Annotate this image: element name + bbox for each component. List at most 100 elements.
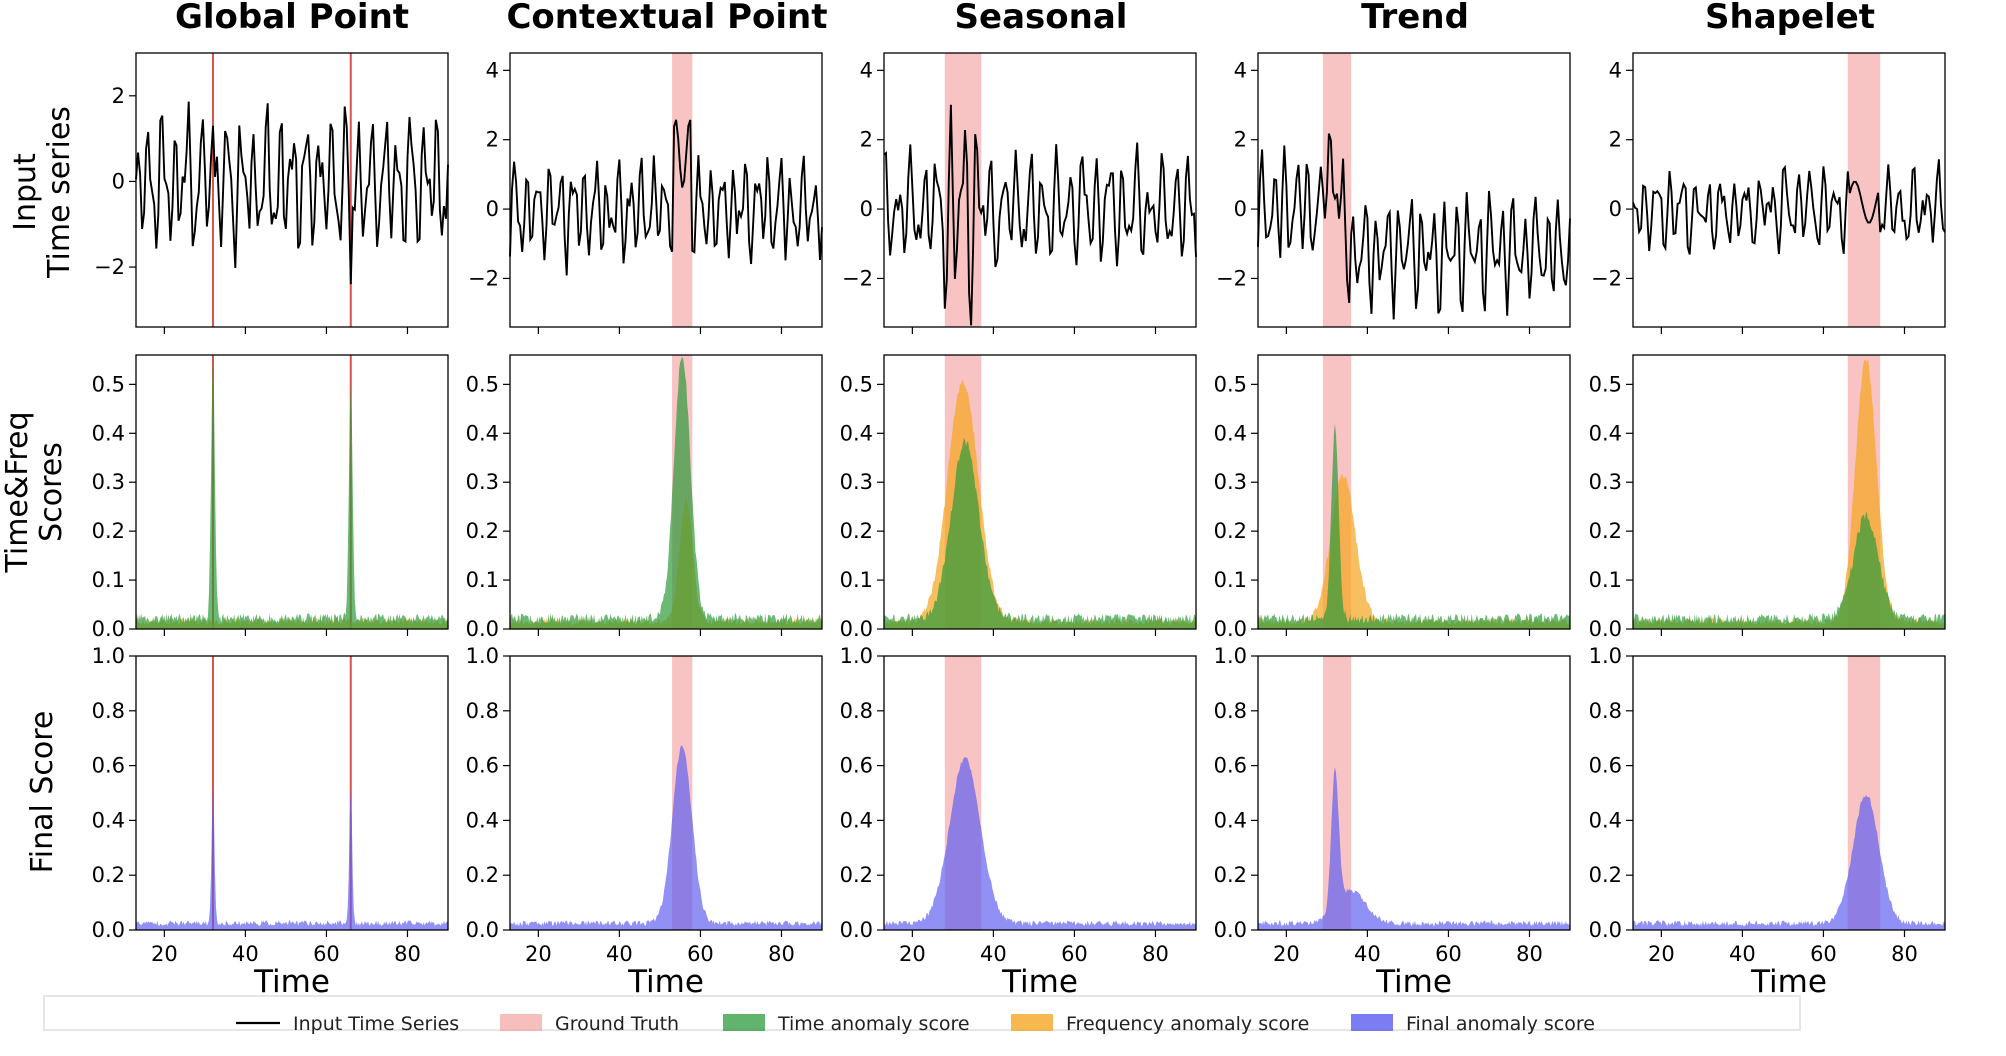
panel-4-final-ytick-label: 0.4 xyxy=(1589,808,1622,832)
panel-0-final-score-area xyxy=(136,785,448,930)
legend-swatch-ground-truth xyxy=(500,1014,542,1031)
panel-3-scores-ytick-label: 0.0 xyxy=(1214,617,1247,641)
panel-2-input-ground-truth-band xyxy=(944,53,982,327)
panel-1-final-ytick-label: 0.0 xyxy=(466,918,499,942)
panel-3-final-ytick-label: 0.6 xyxy=(1214,754,1247,778)
panel-3-input-frame xyxy=(1257,52,1571,328)
legend-label-input: Input Time Series xyxy=(293,1013,459,1035)
panel-0-scores-frame xyxy=(135,354,449,630)
panel-3-input-ytick-label: 0 xyxy=(1234,197,1247,221)
legend-swatch-frequency xyxy=(1011,1014,1053,1031)
panel-4-final-xtick-label: 20 xyxy=(1648,942,1675,966)
panel-1-final-xtick-label: 80 xyxy=(768,942,795,966)
panel-1-input-ground-truth-band xyxy=(672,53,693,327)
panel-2-input-ytick-label: 2 xyxy=(860,128,873,152)
panel-2-input-frame xyxy=(883,52,1197,328)
panel-4-scores-ytick-label: 0.3 xyxy=(1589,470,1622,494)
panel-3-scores-frame xyxy=(1257,354,1571,630)
panel-3-final-ytick-label: 0.0 xyxy=(1214,918,1247,942)
panel-2-input-ytick-label: 0 xyxy=(860,197,873,221)
panel-4-input-ground-truth-band xyxy=(1847,53,1881,327)
panel-2-input-series-line xyxy=(883,104,1197,326)
panel-4-final-ytick-label: 0.2 xyxy=(1589,863,1622,887)
panel-4-input-ytick-label: 0 xyxy=(1609,197,1622,221)
panel-4-input-series-line xyxy=(1632,159,1946,255)
panel-1-input-series-line xyxy=(509,119,823,276)
panel-0-input-ytick-label: −2 xyxy=(94,255,125,279)
panel-4-frequency-score-area xyxy=(1633,358,1945,629)
panel-1-final-xtick-label: 40 xyxy=(606,942,633,966)
panel-2-x-axis-label: Time xyxy=(1001,964,1078,1000)
row-label-input-line2: Time series xyxy=(42,106,77,279)
legend-label-time: Time anomaly score xyxy=(777,1013,970,1035)
panel-grid: −2 0 2 0.0 0.1 0.2 0.3 0.4 0.5 0.0 0.2 0.4 0.6 0.8 1.0… xyxy=(92,52,1946,1000)
panel-3-final-ytick-label: 0.2 xyxy=(1214,863,1247,887)
panel-1-scores-ytick-label: 0.5 xyxy=(466,372,499,396)
row-label-final-score: Final Score xyxy=(25,711,60,874)
panel-4-final-frame xyxy=(1632,655,1946,931)
panel-2-input-ytick-label: −2 xyxy=(842,266,873,290)
panel-4-input-ytick-label: 2 xyxy=(1609,128,1622,152)
panel-2-scores-ytick-label: 0.4 xyxy=(840,421,873,445)
panel-4-final-ytick-label: 0.0 xyxy=(1589,918,1622,942)
panel-0-scores-ytick-label: 0.2 xyxy=(92,519,125,543)
panel-1-final-xtick-label: 60 xyxy=(687,942,714,966)
panel-3-input-ytick-label: −2 xyxy=(1216,266,1247,290)
panel-1-final-ytick-label: 0.4 xyxy=(466,808,499,832)
panel-0-input-ytick-label: 0 xyxy=(112,169,125,193)
panel-3-scores-ytick-label: 0.4 xyxy=(1214,421,1247,445)
panel-0-scores-ytick-label: 0.1 xyxy=(92,568,125,592)
row-label-scores-line2: Scores xyxy=(34,442,69,542)
panel-3-scores-ytick-label: 0.5 xyxy=(1214,372,1247,396)
panel-1-scores-ytick-label: 0.2 xyxy=(466,519,499,543)
panel-0-final-xtick-label: 60 xyxy=(313,942,340,966)
legend-swatch-time xyxy=(723,1014,765,1031)
panel-4-input-frame xyxy=(1632,52,1946,328)
panel-2-scores-ytick-label: 0.5 xyxy=(840,372,873,396)
panel-1-scores-ytick-label: 0.0 xyxy=(466,617,499,641)
legend: Input Time Series Ground Truth Time anom… xyxy=(43,995,1801,1035)
legend-swatch-final xyxy=(1351,1014,1393,1031)
panel-2-frequency-score-area xyxy=(884,379,1196,629)
panel-1-final-ytick-label: 0.8 xyxy=(466,699,499,723)
panel-4-final-xtick-label: 80 xyxy=(1891,942,1918,966)
panel-1-x-axis-label: Time xyxy=(627,964,704,1000)
panel-3-final-xtick-label: 40 xyxy=(1354,942,1381,966)
panel-0-input-frame xyxy=(135,52,449,328)
panel-4-input-ytick-label: −2 xyxy=(1591,266,1622,290)
panel-0-time-score-area xyxy=(136,356,448,629)
panel-2-final-xtick-label: 40 xyxy=(980,942,1007,966)
panel-0-scores-ytick-label: 0.5 xyxy=(92,372,125,396)
panel-1-input-frame xyxy=(509,52,823,328)
panel-3-input-ytick-label: 2 xyxy=(1234,128,1247,152)
panel-0-final-ytick-label: 0.4 xyxy=(92,808,125,832)
panel-4-final-ytick-label: 0.6 xyxy=(1589,754,1622,778)
panel-4-scores-ytick-label: 0.5 xyxy=(1589,372,1622,396)
panel-1-scores-frame xyxy=(509,354,823,630)
panel-3-scores-ytick-label: 0.3 xyxy=(1214,470,1247,494)
panel-1-input-ytick-label: 0 xyxy=(486,197,499,221)
panel-title-trend: Trend xyxy=(1361,0,1469,37)
panel-2-scores-ytick-label: 0.2 xyxy=(840,519,873,543)
panel-2-final-ytick-label: 0.6 xyxy=(840,754,873,778)
panel-4-final-xtick-label: 40 xyxy=(1729,942,1756,966)
panel-4-final-ytick-label: 0.8 xyxy=(1589,699,1622,723)
panel-2-final-ytick-label: 0.8 xyxy=(840,699,873,723)
legend-label-frequency: Frequency anomaly score xyxy=(1066,1013,1309,1035)
panel-3-scores-ytick-label: 0.1 xyxy=(1214,568,1247,592)
panel-3-final-frame xyxy=(1257,655,1571,931)
panel-2-final-ytick-label: 0.0 xyxy=(840,918,873,942)
panel-3-final-xtick-label: 60 xyxy=(1435,942,1462,966)
panel-4-time-score-area xyxy=(1633,511,1945,629)
panel-0-scores-ytick-label: 0.4 xyxy=(92,421,125,445)
panel-4-final-ytick-label: 1.0 xyxy=(1589,644,1622,668)
panel-1-final-xtick-label: 20 xyxy=(525,942,552,966)
panel-1-final-ytick-label: 1.0 xyxy=(466,644,499,668)
panel-2-final-xtick-label: 80 xyxy=(1142,942,1169,966)
panel-0-input-ytick-label: 2 xyxy=(112,84,125,108)
panel-2-final-xtick-label: 60 xyxy=(1061,942,1088,966)
panel-2-final-xtick-label: 20 xyxy=(899,942,926,966)
panel-1-input-ytick-label: −2 xyxy=(468,266,499,290)
panel-2-final-ytick-label: 0.4 xyxy=(840,808,873,832)
